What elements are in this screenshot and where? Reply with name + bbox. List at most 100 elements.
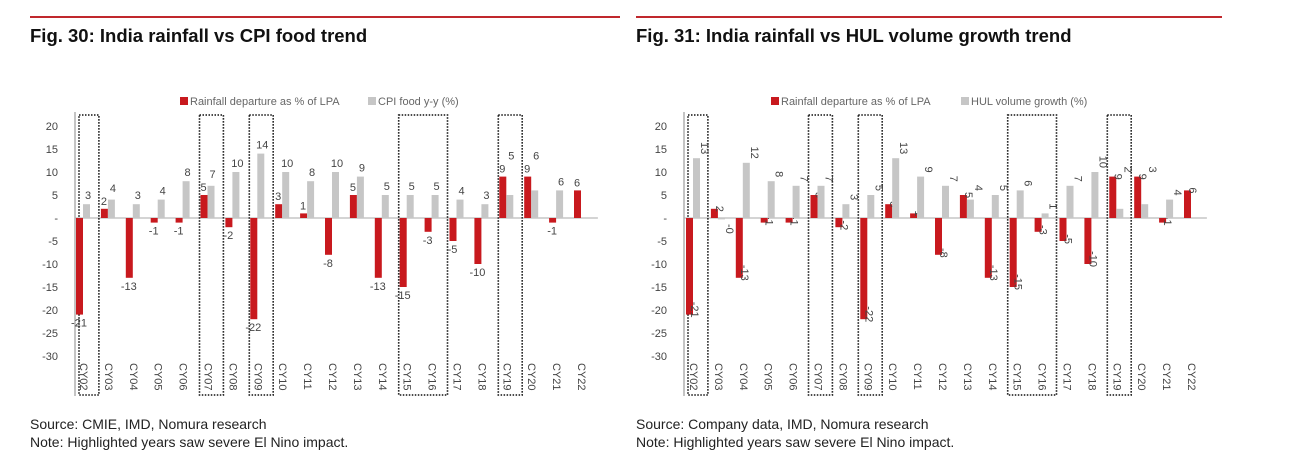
- data-label-rainfall: 2: [101, 196, 107, 208]
- data-label-secondary: 3: [85, 190, 91, 202]
- bar-secondary: [892, 158, 900, 218]
- data-label-secondary: 5: [434, 181, 440, 193]
- x-tick-label: CY16: [1036, 363, 1048, 391]
- data-label-rainfall: -13: [370, 281, 386, 293]
- bar-secondary: [132, 204, 140, 218]
- x-tick-label: CY03: [102, 363, 114, 391]
- x-tick-label: CY15: [1011, 363, 1023, 391]
- y-tick-label: 5: [52, 190, 58, 202]
- bar-secondary: [456, 199, 464, 218]
- fig31-chart: Rainfall departure as % of LPA HUL volume…: [651, 96, 1207, 396]
- data-label-secondary: 6: [533, 151, 539, 163]
- data-label-rainfall: -8: [323, 258, 333, 270]
- bar-rainfall: [860, 218, 868, 320]
- x-tick-label: CY15: [401, 363, 413, 391]
- data-label-secondary: 4: [972, 185, 984, 191]
- data-label-secondary: 7: [1072, 176, 1084, 182]
- bar-rainfall: [499, 176, 507, 218]
- bar-rainfall: [1009, 218, 1017, 287]
- data-label-secondary: 4: [458, 186, 464, 198]
- x-tick-label: CY18: [475, 363, 487, 391]
- x-tick-label: CY17: [451, 363, 463, 391]
- data-label-secondary: 5: [872, 185, 884, 191]
- data-label-secondary: 3: [483, 190, 489, 202]
- x-tick-label: CY06: [787, 363, 799, 391]
- bar-secondary: [817, 185, 825, 218]
- data-label-rainfall: -3: [1037, 225, 1049, 235]
- bar-secondary: [356, 176, 364, 218]
- bar-secondary: [966, 199, 974, 218]
- bar-secondary: [1091, 172, 1099, 218]
- bar-rainfall: [374, 218, 382, 278]
- x-tick-label: CY04: [127, 363, 139, 391]
- bar-secondary: [506, 195, 514, 218]
- x-tick-label: CY22: [1185, 363, 1197, 391]
- y-tick-label: -5: [48, 236, 58, 248]
- y-tick-label: -: [663, 213, 667, 225]
- el-nino-highlight-box: [497, 114, 523, 396]
- y-tick-label: -10: [651, 259, 667, 271]
- bar-rainfall: [349, 195, 357, 218]
- data-label-secondary: 9: [922, 166, 934, 172]
- x-tick-label: CY19: [500, 363, 512, 391]
- legend-swatch-secondary: [961, 97, 969, 105]
- bar-secondary: [792, 185, 800, 218]
- x-tick-label: CY14: [376, 363, 388, 391]
- x-tick-label: CY02: [77, 363, 89, 391]
- bar-secondary: [107, 199, 115, 218]
- bar-secondary: [1116, 208, 1124, 218]
- data-label-rainfall: 5: [350, 182, 356, 194]
- bar-rainfall: [1084, 218, 1092, 264]
- legend-swatch-rainfall: [771, 97, 779, 105]
- bar-rainfall: [910, 213, 918, 218]
- y-tick-label: -15: [651, 282, 667, 294]
- data-label-rainfall: 9: [499, 164, 505, 176]
- data-label-secondary: 3: [135, 190, 141, 202]
- bar-secondary: [381, 195, 389, 218]
- bar-secondary: [282, 172, 290, 218]
- bar-rainfall: [399, 218, 407, 287]
- data-label-rainfall: -1: [788, 216, 800, 226]
- legend-label-secondary: HUL volume growth (%): [971, 96, 1087, 108]
- data-label-secondary: 13: [698, 142, 710, 154]
- data-label-rainfall: -13: [987, 265, 999, 281]
- y-tick-label: -20: [42, 305, 58, 317]
- data-label-secondary: 5: [997, 185, 1009, 191]
- data-label-rainfall: -1: [547, 226, 557, 238]
- data-label-secondary: 8: [773, 171, 785, 177]
- x-tick-label: CY14: [986, 363, 998, 391]
- y-tick-label: -10: [42, 259, 58, 271]
- el-nino-highlight-box: [397, 114, 449, 396]
- bar-secondary: [182, 181, 190, 218]
- el-nino-highlight-box: [1006, 114, 1058, 396]
- bar-rainfall: [735, 218, 743, 278]
- data-label-secondary: 7: [947, 176, 959, 182]
- x-tick-label: CY05: [152, 363, 164, 391]
- data-label-secondary: 5: [384, 181, 390, 193]
- bar-rainfall: [959, 195, 967, 218]
- source-text: Source: CMIE, IMD, Nomura research: [30, 416, 267, 432]
- x-tick-label: CY11: [301, 363, 313, 390]
- bar-secondary: [1066, 185, 1074, 218]
- y-tick-label: -25: [42, 328, 58, 340]
- x-tick-label: CY20: [525, 363, 537, 391]
- bar-secondary: [867, 195, 875, 218]
- chart-title: Fig. 31: India rainfall vs HUL volume gr…: [636, 25, 1072, 46]
- el-nino-highlight-box: [198, 114, 225, 396]
- bar-rainfall: [1109, 176, 1117, 218]
- x-tick-label: CY11: [911, 363, 923, 390]
- bar-rainfall: [710, 208, 718, 218]
- y-tick-label: 20: [46, 121, 58, 133]
- data-label-rainfall: 5: [200, 182, 206, 194]
- bar-rainfall: [424, 218, 432, 232]
- data-label-secondary: 10: [1096, 156, 1108, 168]
- bar-rainfall: [1134, 176, 1142, 218]
- y-tick-label: 20: [655, 121, 667, 133]
- bar-secondary: [83, 204, 90, 218]
- bar-secondary: [842, 204, 850, 218]
- bar-rainfall: [1184, 190, 1191, 218]
- data-label-secondary: 7: [823, 176, 835, 182]
- y-tick-label: -: [54, 213, 58, 225]
- bar-rainfall: [549, 218, 557, 223]
- bar-rainfall: [574, 190, 581, 218]
